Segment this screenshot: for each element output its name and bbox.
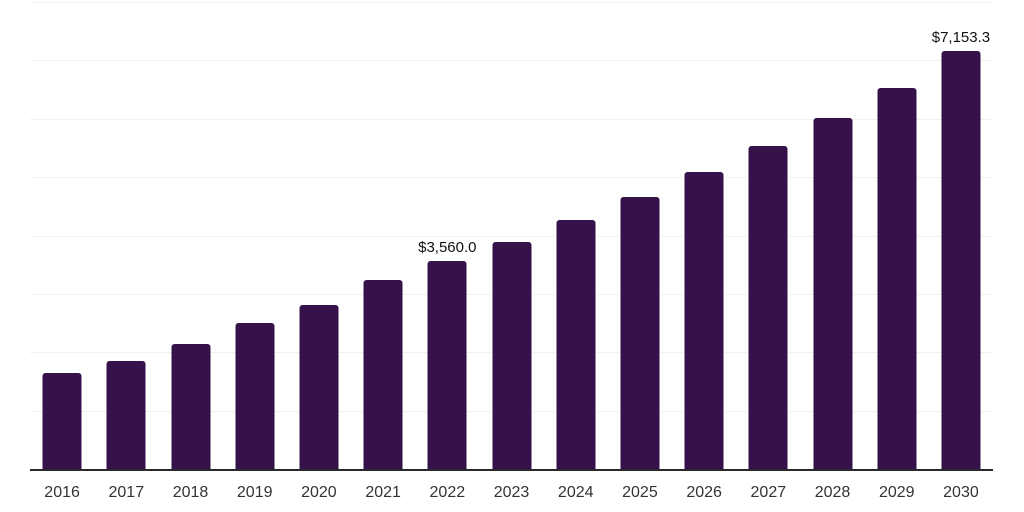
bar-slot-2023 [479, 2, 543, 469]
value-label-2022: $3,560.0 [418, 239, 477, 257]
x-tick-label-2026: 2026 [686, 484, 722, 501]
x-tick-label-2027: 2027 [750, 484, 787, 501]
bar-slot-2017 [94, 2, 158, 469]
bar-slots: $3,560.0 $7,153.3 [30, 2, 993, 469]
bar-2023 [492, 241, 532, 469]
gridline-5000 [30, 177, 993, 179]
bar-slot-2027 [736, 2, 800, 469]
x-tick-label-2029: 2029 [878, 484, 915, 501]
bar-slot-2021 [351, 2, 415, 469]
bar-slot-2029 [865, 2, 929, 469]
x-tick-label-2021: 2021 [365, 484, 401, 501]
x-axis-line [30, 469, 993, 471]
x-tick-label-2022: 2022 [429, 484, 466, 501]
bar-2025 [620, 197, 660, 469]
bar-2027 [748, 145, 788, 469]
x-tick-label-2028: 2028 [814, 484, 851, 501]
x-tick-label-2016: 2016 [44, 484, 80, 501]
bar-slot-2024 [544, 2, 608, 469]
bar-slot-2020 [287, 2, 351, 469]
x-tick-label-2018: 2018 [172, 484, 209, 501]
bar-slot-2018 [158, 2, 222, 469]
gridline-7000 [30, 60, 993, 62]
bar-2019 [235, 323, 275, 469]
bar-slot-2028 [800, 2, 864, 469]
x-tick-label-2019: 2019 [236, 484, 273, 501]
bar-slot-2026 [672, 2, 736, 469]
x-tick-label-2017: 2017 [108, 484, 145, 501]
bar-2022 [427, 261, 467, 469]
bar-2024 [556, 220, 596, 469]
bar-2021 [363, 279, 403, 469]
x-tick-label-2020: 2020 [301, 484, 337, 501]
x-tick-label-2023: 2023 [493, 484, 530, 501]
bar-2018 [171, 344, 210, 469]
x-tick-label-2025: 2025 [622, 484, 658, 501]
gridline-4000 [30, 235, 993, 237]
bar-2030 [941, 51, 981, 469]
bar-slot-2022: $3,560.0 [415, 2, 479, 469]
x-axis-labels: 2016 2017 2018 2019 2020 2021 2022 2023 2024 2025… [30, 483, 993, 502]
bar-slot-2030: $7,153.3 [929, 2, 993, 469]
bar-slot-2025 [608, 2, 672, 469]
bar-slot-2019 [223, 2, 287, 469]
plot-area: $3,560.0 $7,153.3 [30, 2, 993, 469]
bar-2017 [106, 361, 146, 469]
x-tick-label-2024: 2024 [557, 484, 594, 501]
bar-2028 [813, 118, 853, 469]
bar-2026 [684, 172, 724, 469]
gridline-8000 [30, 2, 993, 3]
bar-slot-2016 [30, 2, 94, 469]
bar-2020 [299, 305, 339, 469]
bar-2016 [42, 373, 82, 469]
value-label-2030: $7,153.3 [931, 29, 991, 47]
gridline-6000 [30, 118, 993, 120]
x-tick-label-2030: 2030 [943, 484, 979, 501]
bar-2029 [877, 87, 917, 469]
